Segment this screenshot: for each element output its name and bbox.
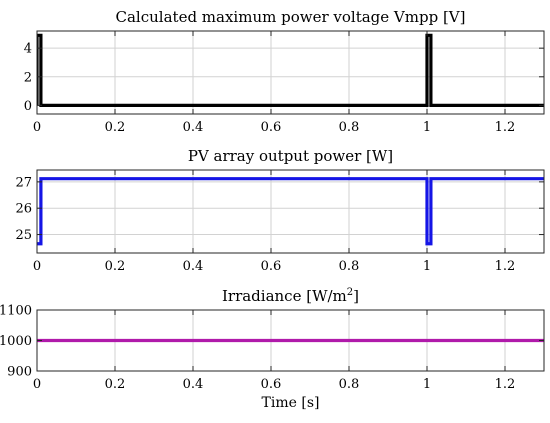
x-tick-label: 0.4 <box>183 259 204 274</box>
x-tick-label: 0 <box>33 259 41 274</box>
panel-title: PV array output power [W] <box>188 147 393 165</box>
series-line-vmpp <box>37 33 544 108</box>
x-tick-label: 0.6 <box>261 259 282 274</box>
x-tick-label: 0.2 <box>105 377 126 392</box>
x-tick-label: 1 <box>423 259 431 274</box>
plot-area <box>36 30 545 115</box>
x-tick-label: 1 <box>423 120 431 135</box>
x-tick-label: 0.4 <box>183 377 204 392</box>
x-tick-label: 0.8 <box>339 377 360 392</box>
axis-frame <box>36 30 545 115</box>
axis-frame <box>36 169 545 254</box>
panel-vmpp: 0 0.2 0.4 0.6 0.8 1 1.2 0 2 4 Calculated maximum p… <box>24 8 545 135</box>
panel-title-superscript: 2 <box>347 287 353 298</box>
panel-title: Irradiance [W/m2] <box>222 287 359 305</box>
panel-irradiance: 0 0.2 0.4 0.6 0.8 1 1.2 900 1000 1100 Irradiance [… <box>0 287 545 411</box>
x-tick-label: 0.2 <box>105 120 126 135</box>
x-tick-label: 0.2 <box>105 259 126 274</box>
x-tick-label: 0.6 <box>261 120 282 135</box>
panel-title: Calculated maximum power voltage Vmpp [V… <box>116 8 466 26</box>
panel-pv-power: 0 0.2 0.4 0.6 0.8 1 1.2 25 26 27 PV array output p… <box>15 147 545 274</box>
x-tick-label: 1 <box>423 377 431 392</box>
y-tick-label: 26 <box>15 202 32 217</box>
x-tick-label: 0 <box>33 377 41 392</box>
panel-title-main: Irradiance [W/m <box>222 287 347 305</box>
y-tick-label: 25 <box>15 228 32 243</box>
panel-title-end: ] <box>353 287 359 305</box>
x-axis-label: Time [s] <box>262 395 320 411</box>
x-tick-label: 0.6 <box>261 377 282 392</box>
y-tick-label: 2 <box>24 70 32 85</box>
x-tick-label: 0.8 <box>339 259 360 274</box>
y-tick-label: 900 <box>7 365 32 380</box>
y-tick-label: 1100 <box>0 304 32 319</box>
y-tick-label: 4 <box>24 42 32 57</box>
plot-area <box>36 169 545 254</box>
x-tick-label: 1.2 <box>495 120 516 135</box>
x-tick-label: 0 <box>33 120 41 135</box>
x-tick-label: 0.8 <box>339 120 360 135</box>
y-tick-label: 1000 <box>0 334 32 349</box>
x-tick-label: 1.2 <box>495 259 516 274</box>
x-tick-label: 0.4 <box>183 120 204 135</box>
x-tick-label: 1.2 <box>495 377 516 392</box>
y-tick-label: 0 <box>24 99 32 114</box>
y-tick-label: 27 <box>15 175 32 190</box>
series-line-power <box>37 177 544 246</box>
